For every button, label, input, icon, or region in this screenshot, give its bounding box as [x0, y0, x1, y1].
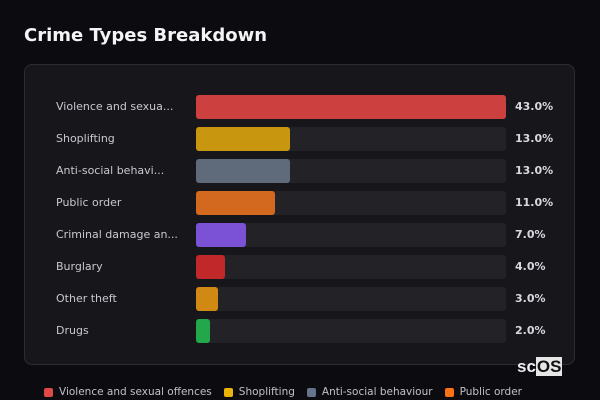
value-label: 13.0% [515, 132, 554, 145]
legend-item: Public order [444, 386, 522, 398]
bar-track [196, 191, 506, 215]
value-label: 2.0% [515, 324, 546, 337]
chart-card: Violence and sexua... 43.0% Shoplifting 1… [24, 64, 575, 365]
value-label: 43.0% [515, 100, 554, 113]
legend-swatch [44, 387, 53, 397]
value-label: 7.0% [515, 228, 546, 241]
legend-swatch [223, 387, 233, 397]
bar-track [196, 319, 506, 343]
bar [196, 191, 276, 215]
legend-item: Violence and sexual offences [44, 386, 212, 398]
bar-row: Anti-social behavi... 13.0% [25, 159, 574, 183]
bar-row: Criminal damage an... 7.0% [25, 223, 574, 247]
value-label: 13.0% [515, 164, 554, 177]
bar-track [196, 95, 506, 119]
bar-track [196, 223, 506, 247]
legend-label: Anti-social behaviour [321, 386, 433, 398]
bar [196, 287, 218, 311]
bar-row: Drugs 2.0% [25, 319, 574, 343]
legend-swatch [444, 387, 454, 397]
legend-item: Shoplifting [223, 386, 295, 398]
bar-row: Violence and sexua... 43.0% [25, 95, 574, 119]
legend-swatch [306, 387, 316, 397]
bar-label: Criminal damage an... [56, 228, 178, 241]
bar-label: Burglary [56, 260, 103, 273]
bar-track [196, 127, 506, 151]
legend-item: Anti-social behaviour [306, 386, 433, 398]
bar-track [196, 287, 506, 311]
legend-label: Shoplifting [238, 386, 295, 398]
bar [196, 127, 290, 151]
bar [196, 319, 211, 343]
scos-logo: scOS [517, 357, 563, 376]
bar-row: Shoplifting 13.0% [25, 127, 574, 151]
bar-row: Burglary 4.0% [25, 255, 574, 279]
bar-label: Shoplifting [56, 132, 115, 145]
bar-track [196, 159, 506, 183]
bar-label: Anti-social behavi... [56, 164, 165, 177]
bar-label: Public order [56, 196, 122, 209]
bar-label: Violence and sexua... [56, 100, 174, 113]
bar-row: Other theft 3.0% [25, 287, 574, 311]
bar [196, 159, 290, 183]
bar [196, 95, 506, 119]
value-label: 3.0% [515, 292, 546, 305]
value-label: 4.0% [515, 260, 546, 273]
value-label: 11.0% [515, 196, 554, 209]
bar-label: Other theft [56, 292, 117, 305]
legend: Violence and sexual offences Shoplifting A… [44, 386, 522, 398]
bar-label: Drugs [56, 324, 89, 337]
legend-label: Public order [459, 386, 522, 398]
bar-track [196, 255, 506, 279]
legend-label: Violence and sexual offences [59, 386, 212, 398]
chart-title: Crime Types Breakdown [24, 25, 268, 46]
bar [196, 223, 247, 247]
bar [196, 255, 225, 279]
bar-row: Public order 11.0% [25, 191, 574, 215]
